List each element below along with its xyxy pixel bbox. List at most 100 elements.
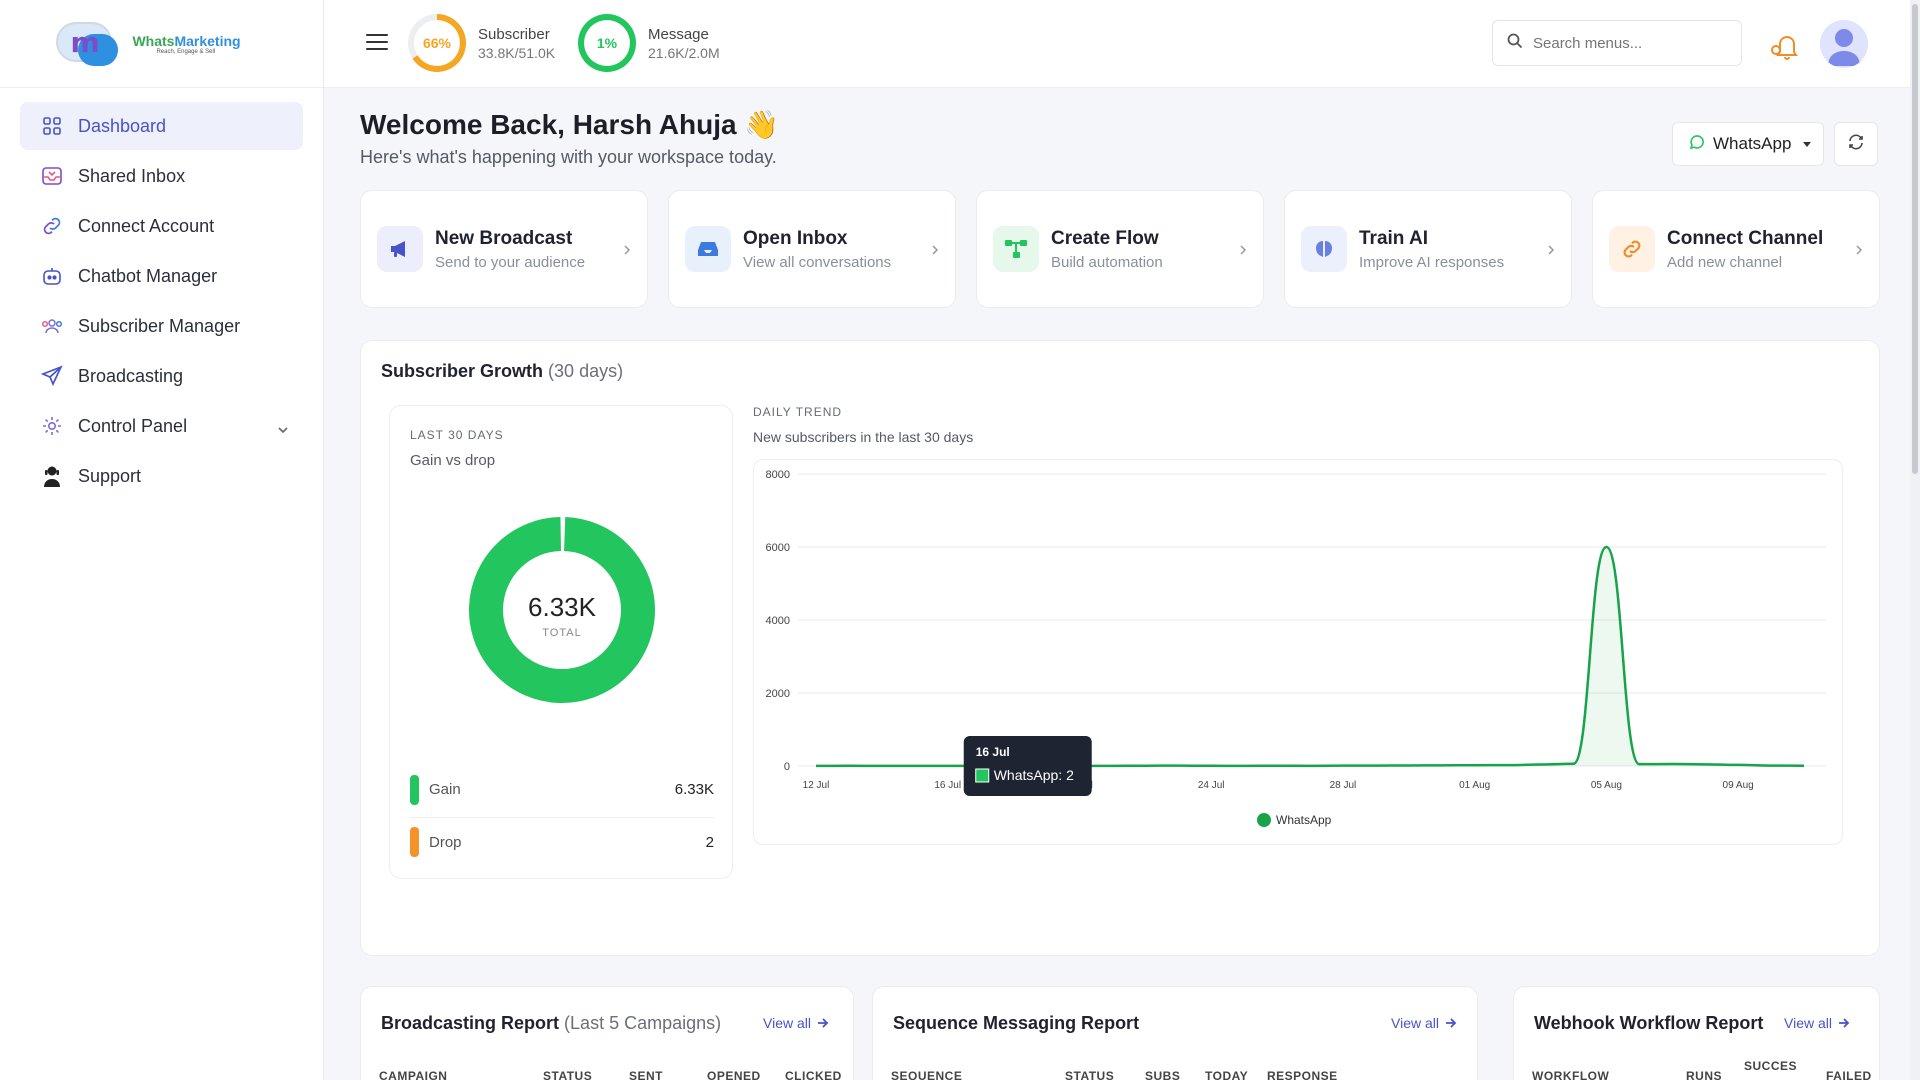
inbox-tray-icon [685, 226, 731, 272]
sidebar-item-dashboard[interactable]: Dashboard [20, 102, 303, 150]
sidebar-item-label: Control Panel [78, 415, 188, 436]
subscriber-label: Subscriber [478, 25, 550, 43]
logo[interactable]: m WhatsMarketing Reach, Engage & Sell [52, 18, 241, 70]
donut-caption: LAST 30 DAYS [410, 428, 504, 442]
megaphone-icon [377, 226, 423, 272]
sidebar-item-control-panel[interactable]: Control Panel [20, 402, 303, 450]
robot-icon [40, 264, 64, 288]
arrow-right-icon [817, 1015, 829, 1031]
legend-marker [1257, 813, 1271, 827]
brand-name: WhatsMarketing [132, 32, 241, 49]
sidebar-item-subscriber-manager[interactable]: Subscriber Manager [20, 302, 303, 350]
x-tick-label: 01 Aug [1459, 780, 1490, 791]
quick-action-title: New Broadcast [435, 227, 573, 249]
tooltip-title: 16 Jul [976, 745, 1010, 759]
refresh-button[interactable] [1834, 122, 1878, 166]
grid-icon [40, 114, 64, 138]
scrollbar-thumb[interactable] [1912, 4, 1918, 474]
x-tick-label: 16 Jul [934, 780, 961, 791]
view-all-link[interactable]: View all [1391, 1015, 1457, 1031]
chevron-right-icon [1855, 243, 1863, 261]
sidebar-item-chatbot-manager[interactable]: Chatbot Manager [20, 252, 303, 300]
tooltip-value: WhatsApp: 2 [994, 767, 1074, 783]
column-header: RUNS [1686, 1069, 1723, 1080]
support-agent-icon [40, 464, 64, 488]
column-header: CAMPAIGN [379, 1069, 448, 1080]
x-tick-label: 05 Aug [1591, 780, 1622, 791]
quick-action-subtitle: Improve AI responses [1359, 253, 1505, 271]
series-line [815, 545, 1805, 768]
quick-action-new-broadcast[interactable]: New Broadcast Send to your audience [360, 190, 648, 308]
sidebar-item-label: Chatbot Manager [78, 265, 218, 286]
trend-header: DAILY TREND New subscribers in the last … [753, 405, 973, 445]
search-input[interactable] [1533, 34, 1723, 52]
column-header: SEQUENCE [891, 1069, 963, 1080]
message-label: Message [648, 25, 709, 43]
gear-icon [40, 414, 64, 438]
column-header: FAILED [1826, 1069, 1872, 1080]
legend-swatch [410, 827, 419, 857]
x-tick-label: 09 Aug [1723, 780, 1754, 791]
y-tick-label: 4000 [766, 615, 790, 627]
growth-title: Subscriber Growth (30 days) [381, 361, 624, 381]
sidebar-item-broadcasting[interactable]: Broadcasting [20, 352, 303, 400]
donut-total-label: TOTAL [542, 627, 581, 639]
topbar: 66% Subscriber 33.8K/51.0K 1% Message 21… [324, 0, 1920, 88]
arrow-right-icon [1838, 1015, 1850, 1031]
welcome-section: Welcome Back, Harsh Ahuja 👋 Here's what'… [360, 108, 779, 168]
chevron-down-icon[interactable] [277, 418, 289, 439]
arrow-right-icon [1445, 1015, 1457, 1031]
quick-action-open-inbox[interactable]: Open Inbox View all conversations [668, 190, 956, 308]
quick-action-train-ai[interactable]: Train AI Improve AI responses [1284, 190, 1572, 308]
donut-card: LAST 30 DAYS Gain vs drop 6.33K TOTAL Ga… [389, 405, 733, 879]
quick-action-title: Connect Channel [1667, 227, 1824, 249]
x-tick-label: 28 Jul [1330, 780, 1357, 791]
sequence-report-card: Sequence Messaging Report View all SEQUE… [872, 986, 1478, 1080]
view-all-link[interactable]: View all [763, 1015, 829, 1031]
quick-action-create-flow[interactable]: Create Flow Build automation [976, 190, 1264, 308]
hamburger-menu-icon[interactable] [366, 34, 388, 52]
quick-action-subtitle: View all conversations [743, 253, 892, 271]
message-gauge: 1% [578, 14, 636, 72]
page-scrollbar[interactable] [1910, 0, 1920, 1080]
legend-drop: Drop 2 [410, 824, 714, 860]
quick-action-connect-channel[interactable]: Connect Channel Add new channel [1592, 190, 1880, 308]
x-tick-label: 12 Jul [803, 780, 830, 791]
refresh-icon [1847, 133, 1865, 156]
quick-action-title: Create Flow [1051, 227, 1159, 249]
chevron-right-icon [931, 243, 939, 261]
search-box[interactable] [1492, 20, 1742, 66]
users-icon [40, 314, 64, 338]
page-title: Welcome Back, Harsh Ahuja 👋 [360, 109, 780, 140]
quick-action-title: Train AI [1359, 227, 1428, 249]
avatar[interactable] [1820, 20, 1868, 68]
report-title: Webhook Workflow Report [1534, 1013, 1764, 1033]
sidebar-item-shared-inbox[interactable]: Shared Inbox [20, 152, 303, 200]
donut-total: 6.33K [528, 592, 597, 622]
quick-action-subtitle: Build automation [1051, 253, 1163, 271]
flow-icon [993, 226, 1039, 272]
view-all-link[interactable]: View all [1784, 1015, 1850, 1031]
link-icon [40, 214, 64, 238]
inbox-icon [40, 164, 64, 188]
column-header: OPENED [707, 1069, 761, 1080]
sidebar-item-connect-account[interactable]: Connect Account [20, 202, 303, 250]
notification-bell-icon[interactable] [1770, 30, 1804, 65]
y-tick-label: 8000 [766, 469, 790, 481]
series-area [816, 547, 1804, 766]
column-header: CLICKED [785, 1069, 842, 1080]
sidebar-item-support[interactable]: Support [20, 452, 303, 500]
donut-subtitle: Gain vs drop [410, 452, 496, 469]
brand-tagline: Reach, Engage & Sell [156, 48, 216, 55]
column-header: TODAY [1205, 1069, 1249, 1080]
column-header: SUBS [1145, 1069, 1181, 1080]
channel-select[interactable]: WhatsApp [1672, 122, 1824, 166]
chevron-right-icon [1239, 243, 1247, 261]
subscriber-usage: 66% Subscriber 33.8K/51.0K [408, 14, 555, 72]
sidebar-item-label: Connect Account [78, 215, 215, 236]
chevron-right-icon [1547, 243, 1555, 261]
legend-label: WhatsApp [1276, 813, 1332, 827]
sidebar-item-label: Dashboard [78, 115, 167, 136]
